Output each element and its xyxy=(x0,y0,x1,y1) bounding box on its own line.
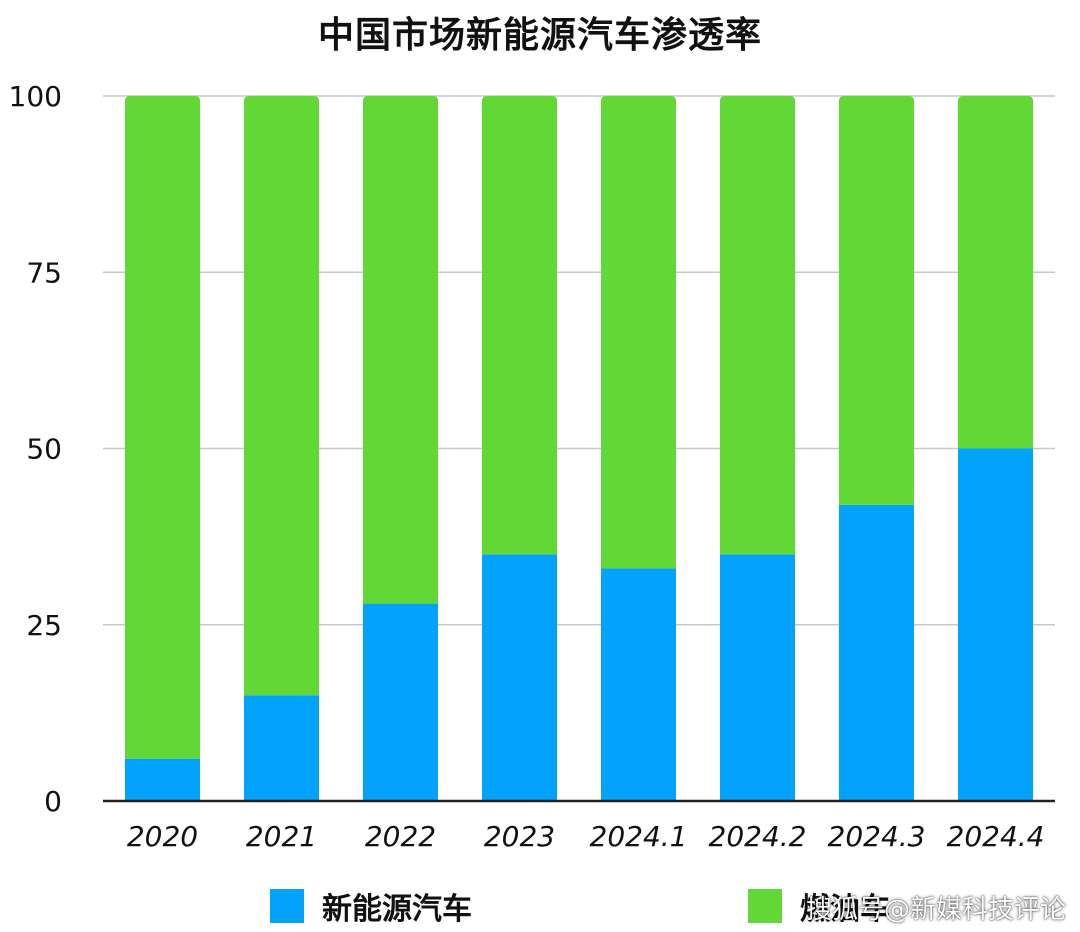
bar-segment-2021-series-1 xyxy=(244,96,319,696)
y-tick-label-25: 25 xyxy=(26,609,62,642)
bar-segment-2020-series-1 xyxy=(125,96,200,759)
x-tick-label-2021: 2021 xyxy=(246,820,317,853)
stacked-bar-chart: 0 25 50 75 100 2020 2021 2022 2023 2024.1 2024.2 20… xyxy=(9,80,1055,853)
x-tick-label-2020: 2020 xyxy=(127,820,198,853)
bar-segment-2024.2-series-0 xyxy=(720,554,795,801)
chart-title: 中国市场新能源汽车渗透率 xyxy=(317,15,762,56)
bar-segment-2023-series-0 xyxy=(482,554,557,801)
x-tick-label-2024.2: 2024.2 xyxy=(709,820,807,853)
bar-segment-2024.1-series-1 xyxy=(601,96,676,569)
bar-segment-2021-series-0 xyxy=(244,695,319,801)
bar-segment-2024.3-series-0 xyxy=(839,504,914,801)
bar-segment-2024.4-series-0 xyxy=(958,448,1033,801)
bar-segment-2022-series-0 xyxy=(363,603,438,801)
watermark: 搜狐号@新媒科技评论 xyxy=(805,895,1066,925)
x-tick-label-2024.1: 2024.1 xyxy=(590,820,688,853)
bar-segment-2022-series-1 xyxy=(363,96,438,604)
bar-segment-2020-series-0 xyxy=(125,758,200,801)
x-tick-label-2022: 2022 xyxy=(365,820,436,853)
bar-segment-2024.2-series-1 xyxy=(720,96,795,555)
legend-label-nev: 新能源汽车 xyxy=(322,892,472,927)
x-tick-label-2024.3: 2024.3 xyxy=(828,820,926,853)
y-tick-label-0: 0 xyxy=(44,785,62,818)
bar-segment-2023-series-1 xyxy=(482,96,557,555)
y-tick-label-100: 100 xyxy=(9,80,62,113)
y-tick-label-50: 50 xyxy=(26,433,62,466)
legend-item-fuel: 燃油车 xyxy=(748,884,890,928)
legend-item-nev: 新能源汽车 xyxy=(270,884,472,928)
legend-label-fuel: 燃油车 xyxy=(800,892,890,927)
legend-swatch-fuel xyxy=(748,889,782,923)
bar-segment-2024.3-series-1 xyxy=(839,96,914,505)
chart-legend: 新能源汽车 燃油车 xyxy=(0,884,1080,932)
y-tick-label-75: 75 xyxy=(26,256,62,289)
bar-segment-2024.1-series-0 xyxy=(601,568,676,801)
bar-segment-2024.4-series-1 xyxy=(958,96,1033,449)
legend-swatch-nev xyxy=(270,889,304,923)
x-tick-label-2024.4: 2024.4 xyxy=(947,820,1045,853)
x-tick-label-2023: 2023 xyxy=(484,820,555,853)
